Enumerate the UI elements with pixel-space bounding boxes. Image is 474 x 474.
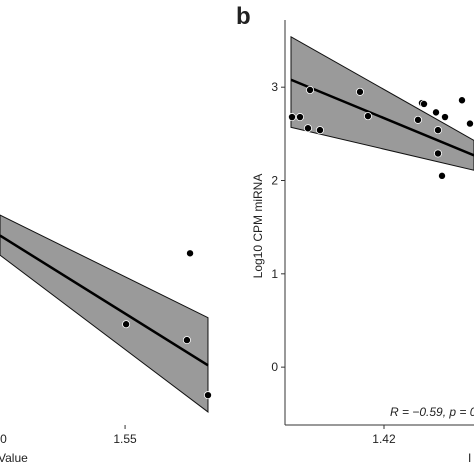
point	[186, 249, 195, 258]
point	[295, 113, 304, 122]
annotation: R = −0.59, p = 0.	[390, 405, 474, 419]
x-tick-label: 1.42	[372, 432, 396, 446]
point	[457, 96, 466, 105]
point	[182, 336, 191, 345]
point	[315, 126, 324, 135]
point	[363, 112, 372, 121]
y-tick-label: 2	[271, 174, 278, 188]
regression-line	[0, 234, 209, 367]
point	[414, 115, 423, 124]
point	[465, 119, 474, 128]
y-tick-label: 3	[271, 80, 278, 94]
confidence-band	[290, 35, 474, 171]
point	[288, 113, 297, 122]
point	[122, 320, 131, 329]
point	[303, 124, 312, 133]
y-axis-label: Log10 CPM miRNA	[251, 174, 265, 279]
point	[306, 85, 315, 94]
point	[433, 126, 442, 135]
point	[355, 87, 364, 96]
y-tick-label: 1	[271, 267, 278, 281]
panel-label: b	[236, 3, 251, 30]
x-axis-label: Value	[0, 451, 28, 465]
point	[420, 99, 429, 108]
point	[432, 108, 441, 117]
point	[438, 171, 447, 180]
y-tick-label: 0	[271, 360, 278, 374]
x-tick-label: 1.55	[113, 432, 137, 446]
regression-line	[290, 78, 474, 157]
confidence-band	[0, 214, 209, 413]
x-axis-label: I	[468, 451, 471, 465]
point	[433, 149, 442, 158]
point	[441, 113, 450, 122]
point	[203, 391, 212, 400]
x-tick-label: 1.50	[0, 432, 7, 446]
